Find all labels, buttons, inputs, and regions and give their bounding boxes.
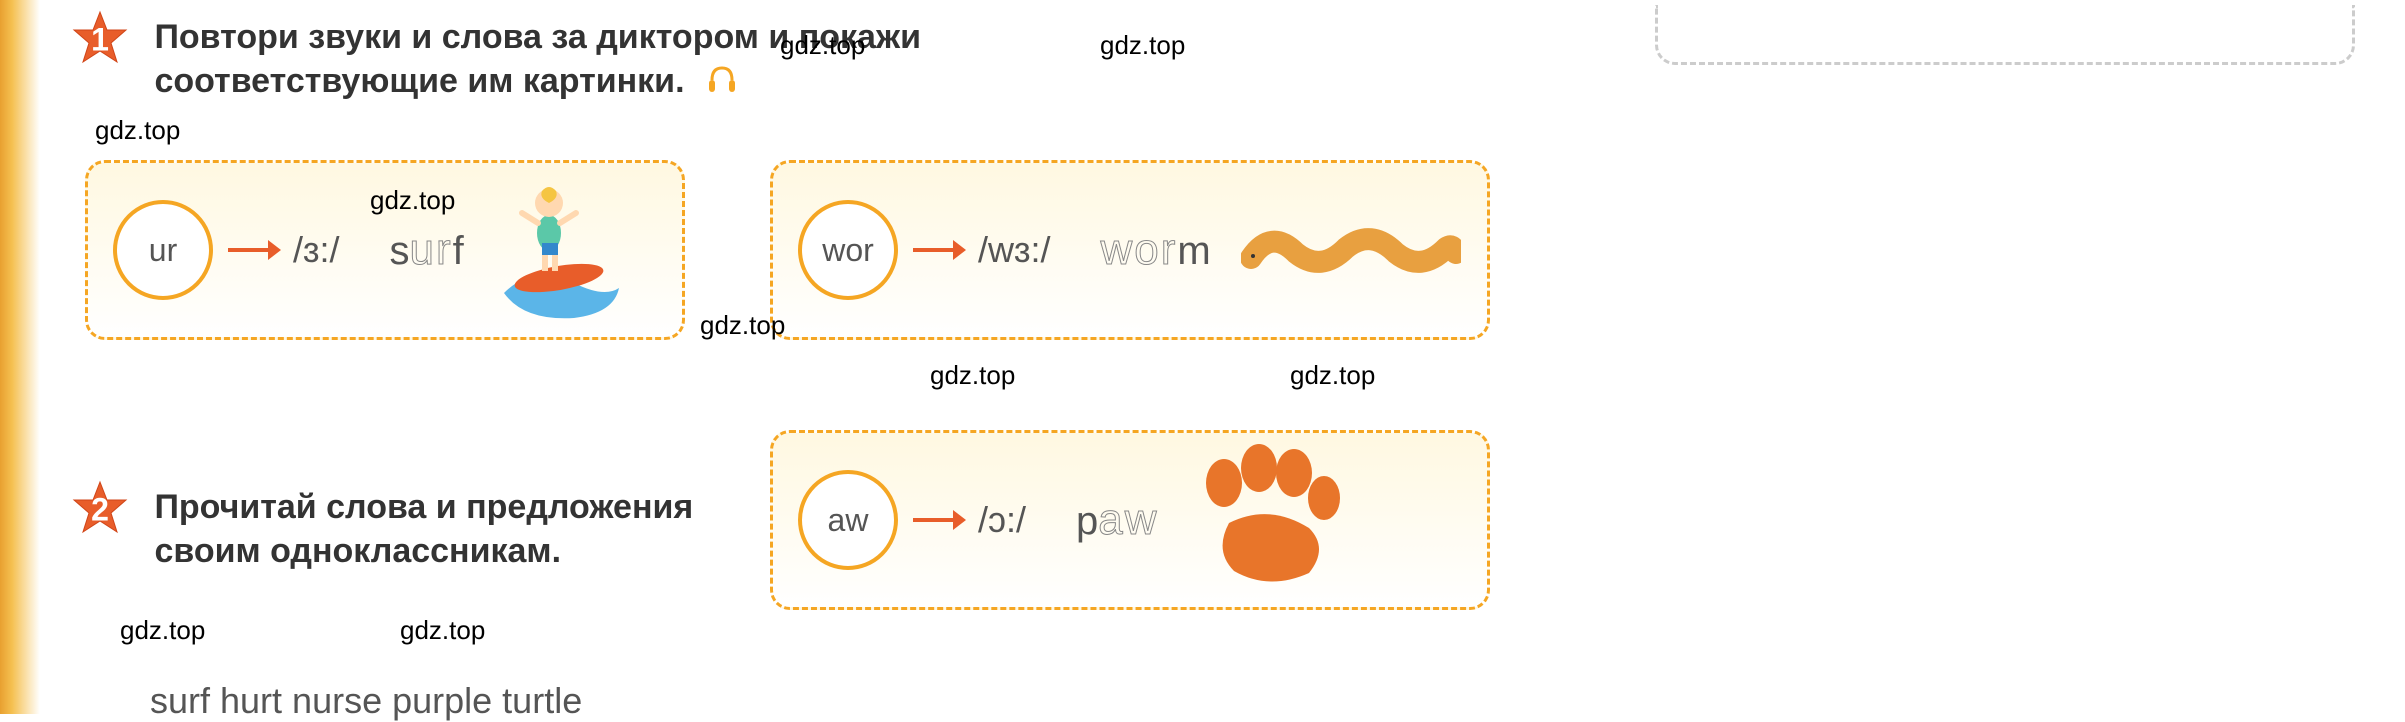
watermark: gdz.top [95,115,180,146]
exercise-2-number: 2 [91,492,109,529]
watermark: gdz.top [780,30,865,61]
star-badge-2: 2 [70,480,130,540]
watermark: gdz.top [370,185,455,216]
instruction-1-line-2: соответствующие им картинки. [154,62,684,100]
headphone-icon [704,60,740,107]
phonetic-wor: /wɜ:/ [978,229,1051,271]
surfer-image [494,173,624,328]
watermark: gdz.top [120,615,205,646]
watermark: gdz.top [1100,30,1185,61]
partial-word-list: surf hurt nurse purple turtle [150,680,582,722]
worm-image [1241,213,1461,288]
phonetic-ur: /ɜ:/ [293,229,340,271]
instruction-2-line-1: Прочитай слова и предложения [154,488,693,526]
arrow-icon [908,505,968,535]
watermark: gdz.top [400,615,485,646]
paw-image [1189,443,1349,598]
exercise-2-instruction: Прочитай слова и предложения своим однок… [154,485,693,573]
arrow-icon [908,235,968,265]
arrow-icon [223,235,283,265]
word-worm: worm [1101,225,1211,275]
circle-aw: aw [798,470,898,570]
word-paw: paw [1076,495,1159,545]
phoneme-card-aw: aw /ɔ:/ paw [770,430,1490,610]
circle-ur: ur [113,200,213,300]
star-badge-1: 1 [70,10,130,70]
instruction-2-line-2: своим одноклассникам. [154,532,561,570]
exercise-2-block: 2 Прочитай слова и предложения своим одн… [70,480,693,573]
word-surf: surf [390,225,464,275]
phoneme-card-wor: wor /wɜ:/ worm [770,160,1490,340]
watermark: gdz.top [930,360,1015,391]
page-edge [0,0,40,714]
exercise-1-number: 1 [91,22,109,59]
watermark: gdz.top [1290,360,1375,391]
watermark: gdz.top [700,310,785,341]
partial-title-border [1655,5,2355,65]
phonetic-aw: /ɔ:/ [978,499,1026,541]
circle-wor: wor [798,200,898,300]
